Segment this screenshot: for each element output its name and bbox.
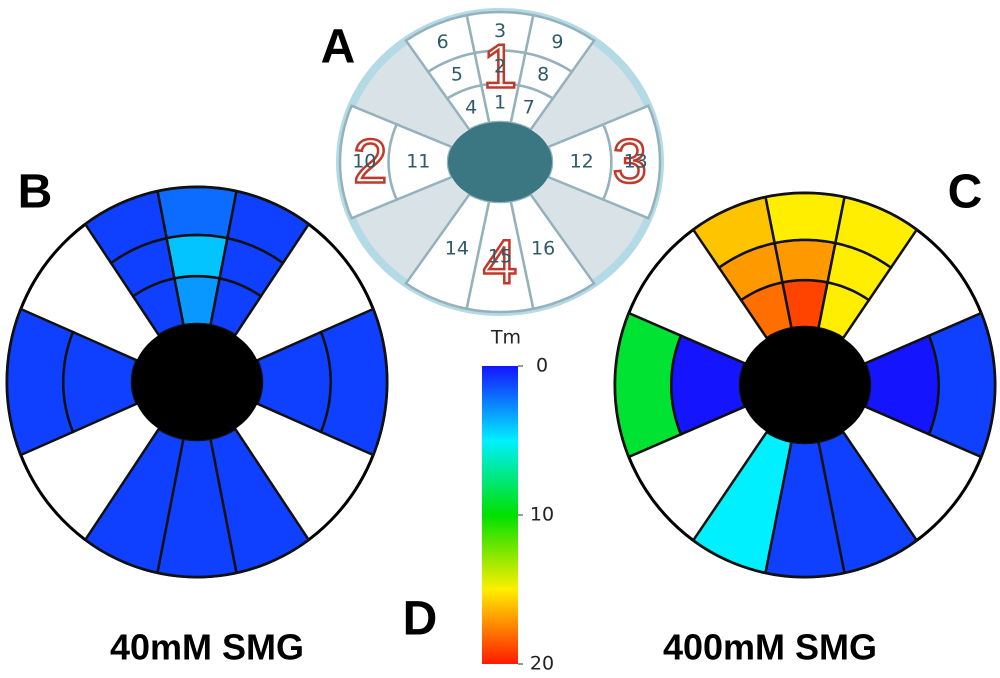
segment-number: 11	[406, 151, 430, 173]
colorbar	[482, 366, 518, 664]
region-number: 1	[483, 32, 517, 101]
schematic-segment	[523, 13, 596, 74]
map-segment	[225, 189, 311, 265]
map-caption: 400mM SMG	[663, 627, 877, 668]
schematic-segment	[404, 13, 477, 74]
map-segment	[773, 238, 837, 284]
colorbar-tick-label: 10	[530, 504, 554, 526]
map-caption: 40mM SMG	[110, 627, 304, 668]
segment-number: 3	[494, 20, 506, 42]
map-segment	[833, 195, 919, 270]
segment-number: 8	[537, 64, 549, 86]
panel-label: C	[948, 166, 983, 219]
segment-number: 14	[445, 237, 469, 259]
segment-number: 12	[570, 151, 594, 173]
segment-number: 13	[624, 151, 648, 173]
map-segment	[165, 233, 229, 280]
colorbar-tick-label: 0	[536, 355, 548, 377]
map-segment	[319, 307, 389, 457]
map-segment	[927, 311, 997, 459]
segment-number: 6	[437, 31, 449, 53]
schematic-core	[448, 122, 552, 202]
segment-number: 7	[523, 96, 535, 118]
colorbar-tick-label: 20	[530, 653, 554, 675]
schematic-segment	[601, 104, 662, 220]
panel-label: B	[18, 166, 53, 219]
segment-number: 16	[531, 237, 555, 259]
region-number: 4	[483, 228, 517, 297]
segment-number: 1	[494, 91, 506, 113]
segment-number: 10	[352, 151, 376, 173]
panel-label: A	[321, 21, 356, 74]
colorbar-title: Tm	[490, 327, 521, 349]
map-core	[740, 327, 870, 443]
segment-number: 15	[488, 246, 512, 268]
segment-number: 5	[451, 64, 463, 86]
panel-label: D	[403, 593, 438, 646]
map-segment	[156, 185, 238, 240]
map-segment	[691, 195, 777, 270]
region-number: 2	[353, 127, 387, 196]
map-segment	[83, 189, 169, 265]
map-segment	[764, 191, 846, 245]
segment-number: 4	[465, 96, 477, 118]
segment-number: 2	[494, 56, 506, 78]
segment-number: 9	[551, 31, 563, 53]
map-core	[132, 324, 262, 440]
region-number: 3	[613, 127, 647, 196]
